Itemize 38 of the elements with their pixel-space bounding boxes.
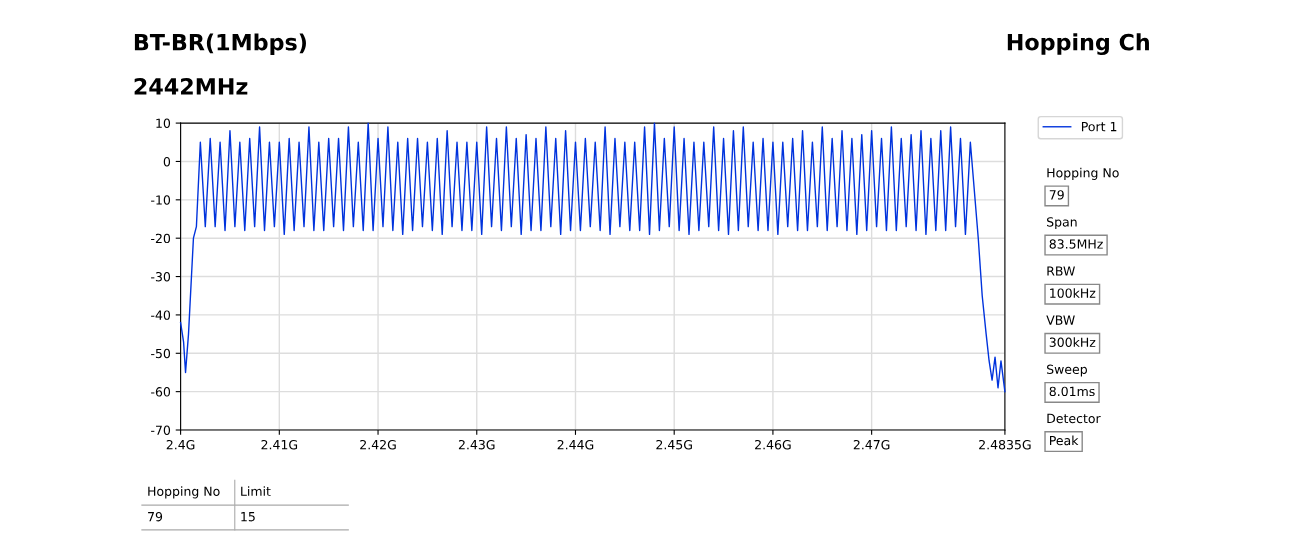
x-tick-label: 2.43G: [458, 439, 495, 450]
text: VBW: [1046, 315, 1075, 325]
y-tick-label: -40: [151, 310, 171, 320]
x-tick-label: 2.44G: [557, 439, 594, 450]
text: Sweep: [1047, 364, 1087, 377]
y-tick-label: -20: [151, 233, 171, 244]
text: Span: [1047, 217, 1077, 230]
x-tick-label: 2.41G: [261, 439, 298, 450]
chart-subtitle: 2442MHz: [134, 77, 248, 95]
y-tick-label: -10: [151, 195, 171, 205]
y-tick-label: -30: [151, 272, 171, 282]
x-tick-label: 2.42G: [360, 439, 396, 450]
text: Hopping No: [1047, 167, 1119, 180]
text: Hopping Ch: [1007, 33, 1149, 55]
text: 79: [1049, 190, 1064, 200]
text: 8.01ms: [1049, 386, 1095, 397]
y-tick-label: 0: [163, 156, 171, 167]
text: RBW: [1047, 266, 1075, 276]
text: 83.5MHz: [1049, 239, 1103, 249]
text: 15: [241, 512, 255, 522]
text: 100kHz: [1050, 288, 1096, 298]
x-tick-label: 2.4G: [166, 439, 195, 450]
y-tick-label: 10: [156, 118, 171, 129]
text: Hopping No: [148, 486, 220, 499]
x-tick-label: 2.46G: [755, 439, 791, 450]
text: Detector: [1047, 413, 1101, 424]
y-tick-label: -50: [151, 348, 171, 359]
x-tick-label: 2.4835G: [979, 439, 1031, 450]
x-tick-label: 2.45G: [656, 439, 692, 450]
text: Peak: [1050, 435, 1079, 446]
text: 300kHz: [1049, 337, 1096, 347]
chart-title: BT-BR(1Mbps): [134, 33, 306, 55]
legend-label: Port 1: [1081, 122, 1117, 132]
y-tick-label: -60: [151, 387, 171, 397]
x-tick-label: 2.47G: [853, 439, 890, 450]
y-tick-label: -70: [151, 425, 171, 435]
text: Limit: [241, 486, 271, 496]
text: 79: [148, 511, 163, 522]
